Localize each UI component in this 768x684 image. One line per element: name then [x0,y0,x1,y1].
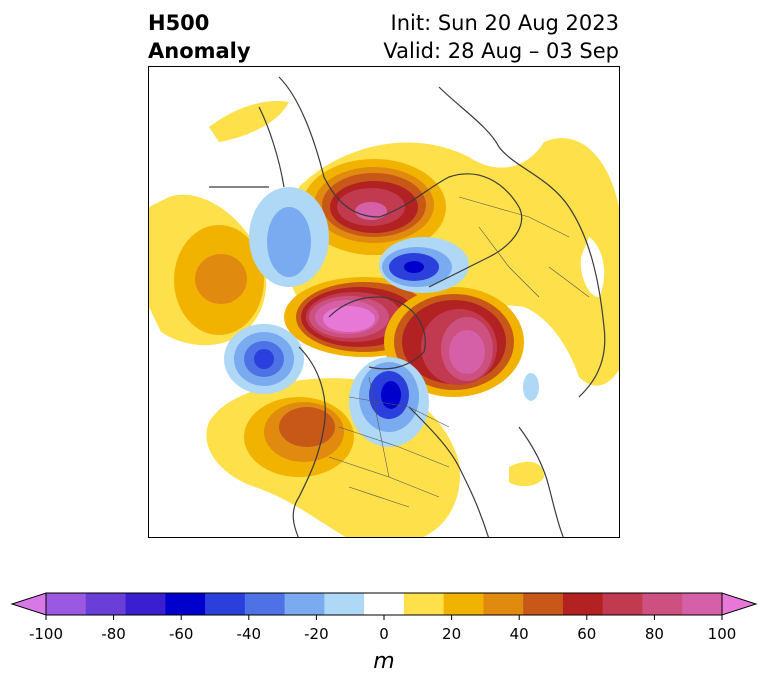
colorbar-extend-max [721,592,758,616]
colorbar-extend-min [10,592,47,616]
colorbar-cell [165,593,206,615]
title-block-right: Init: Sun 20 Aug 2023 Valid: 28 Aug – 03… [383,9,619,65]
colorbar-cell [443,593,484,615]
colorbar-tick-label: -80 [101,625,126,643]
colorbar-unit-label: m [373,649,394,674]
init-time: Init: Sun 20 Aug 2023 [390,11,619,35]
title-block-left: H500 Anomaly [148,9,251,65]
colorbar-cells [10,592,758,616]
positive-region [580,237,605,297]
colorbar-cell [364,593,405,615]
nw-america-ridge [244,397,354,477]
chart-subtitle: Anomaly [148,39,251,63]
colorbar-ticks: -100 -80 -60 -40 -20 0 20 40 60 80 100 [29,615,736,643]
colorbar-tick-label: 0 [379,625,389,643]
colorbar-svg: -100 -80 -60 -40 -20 0 20 40 60 80 100 m [10,592,758,674]
colorbar-cell [602,593,643,615]
colorbar-cell [523,593,564,615]
valid-time: Valid: 28 Aug – 03 Sep [383,39,619,63]
coastlines [209,76,606,537]
borders [328,196,590,508]
pacific-ridge [174,225,264,335]
colorbar-tick-label: 40 [510,625,529,643]
colorbar-cell [483,593,524,615]
colorbar: -100 -80 -60 -40 -20 0 20 40 60 80 100 m [0,580,768,680]
colorbar-cell [46,593,87,615]
colorbar-cell [403,593,445,615]
anomaly-map-svg [149,76,619,537]
chart-title: H500 [148,11,210,35]
colorbar-cell [562,593,604,615]
positive-region [509,461,544,487]
colorbar-cell [205,593,246,615]
colorbar-cell [642,593,683,615]
colorbar-tick-label: 100 [708,625,737,643]
colorbar-tick-label: 20 [442,625,461,643]
colorbar-tick-label: -60 [169,625,194,643]
eurasia-ridge [384,287,524,397]
negative-anomalies [224,187,539,447]
colorbar-tick-label: 60 [577,625,596,643]
colorbar-cell [682,593,723,615]
colorbar-tick-label: 80 [645,625,664,643]
colorbar-cell [244,593,286,615]
anomaly-map [148,66,620,538]
colorbar-cell [324,593,365,615]
colorbar-cell [85,593,127,615]
positive-region [209,101,289,142]
colorbar-tick-label: -20 [304,625,329,643]
colorbar-tick-label: -100 [29,625,63,643]
siberian-ridge [302,159,446,255]
colorbar-cell [125,593,166,615]
colorbar-tick-label: -40 [237,625,262,643]
colorbar-cell [284,593,325,615]
